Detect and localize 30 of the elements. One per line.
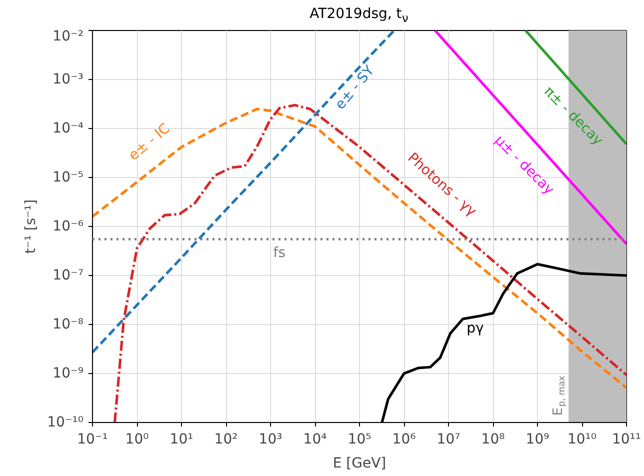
x-tick-label: 10⁻¹ bbox=[77, 432, 108, 448]
y-tick-label: 10⁻⁵ bbox=[52, 170, 84, 186]
y-tick-label: 10⁻⁷ bbox=[52, 268, 84, 284]
x-tick-label: 10⁸ bbox=[481, 432, 506, 448]
x-tick-label: 10⁰ bbox=[125, 432, 150, 448]
x-tick-label: 10¹⁰ bbox=[567, 432, 597, 448]
text: e± - IC bbox=[126, 120, 174, 164]
x-tick-label: 10⁹ bbox=[526, 432, 550, 448]
chart-title: AT2019dsg, t$_{ν}$ bbox=[310, 5, 408, 26]
y-tick-label: 10⁻³ bbox=[52, 72, 84, 88]
x-tick-label: 10⁷ bbox=[436, 432, 460, 448]
x-tick-label: 10¹ bbox=[170, 432, 194, 448]
y-tick-label: 10⁻⁸ bbox=[52, 316, 84, 332]
band-label: Ep, max bbox=[551, 375, 568, 416]
x-tick-label: 10⁶ bbox=[392, 432, 416, 448]
y-tick-label: 10⁻⁶ bbox=[52, 218, 84, 234]
y-tick-label: 10⁻¹⁰ bbox=[47, 414, 84, 430]
text: e± - SY bbox=[332, 62, 378, 113]
series-label: pγ bbox=[466, 320, 484, 336]
x-tick-label: 10³ bbox=[258, 432, 282, 448]
x-tick-label: 10⁵ bbox=[348, 432, 372, 448]
x-tick-label: 10⁴ bbox=[303, 432, 328, 448]
x-axis-title: E [GeV] bbox=[332, 456, 386, 472]
x-tick-label: 10¹¹ bbox=[612, 432, 642, 448]
x-tick-label: 10² bbox=[214, 432, 238, 448]
ref-line-label: fs bbox=[273, 245, 286, 262]
y-tick-label: 10⁻² bbox=[52, 28, 84, 44]
y-tick-label: 10⁻⁹ bbox=[52, 366, 84, 382]
y-axis-title: t⁻¹ [s⁻¹] bbox=[23, 199, 40, 254]
y-tick-label: 10⁻⁴ bbox=[52, 120, 84, 136]
